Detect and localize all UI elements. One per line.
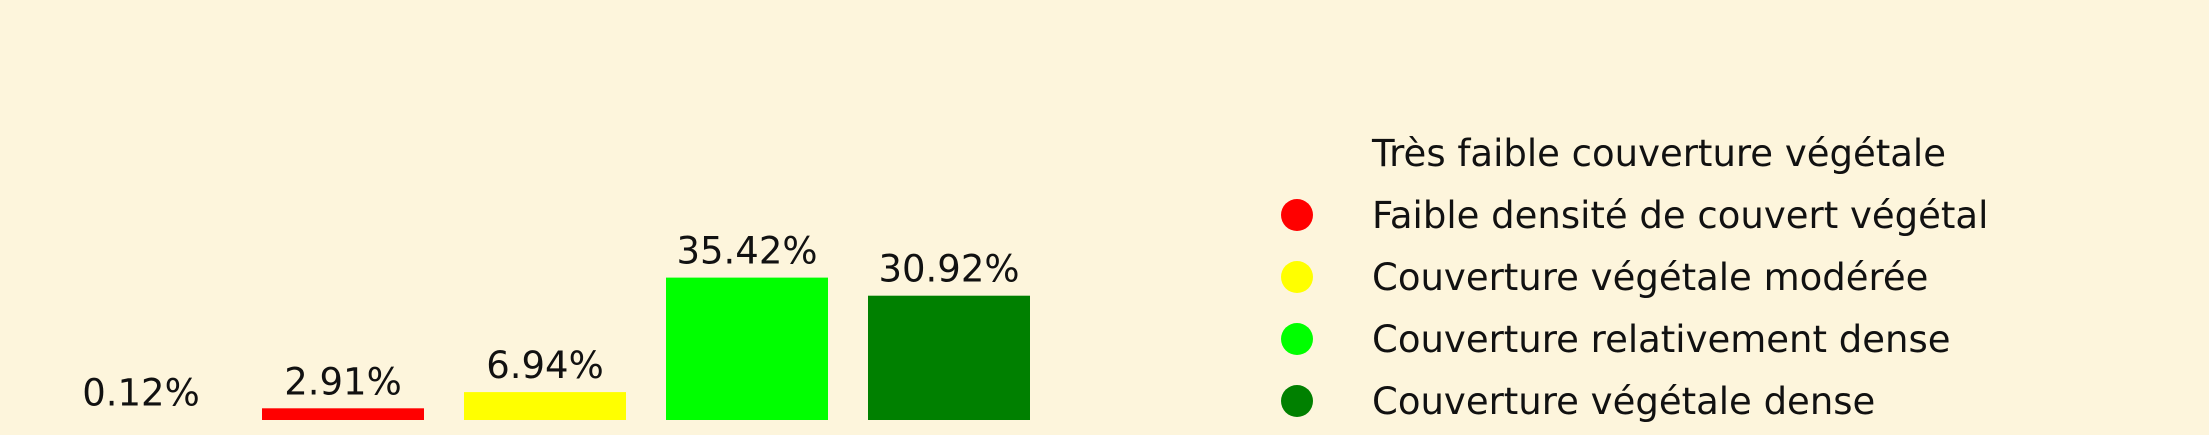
bar-5 <box>868 295 1030 420</box>
value-labels-group: 0.12% 2.91% 6.94% 35.42% 30.92% <box>82 230 1019 415</box>
bar-value-label-2: 2.91% <box>284 360 402 403</box>
bar-3 <box>464 392 626 420</box>
legend-marker-3 <box>1281 261 1313 293</box>
bars-group <box>60 277 1030 420</box>
legend-marker-2 <box>1281 199 1313 231</box>
legend-marker-4 <box>1281 323 1313 355</box>
legend-marker-5 <box>1281 385 1313 417</box>
legend-marker-1 <box>1281 137 1313 169</box>
legend-label-2: Faible densité de couvert végétal <box>1372 194 1988 237</box>
legend-label-1: Très faible couverture végétale <box>1371 132 1946 175</box>
legend: Très faible couverture végétale Faible de… <box>1281 132 1988 423</box>
bar-value-label-1: 0.12% <box>82 372 200 415</box>
legend-label-3: Couverture végétale modérée <box>1372 256 1928 299</box>
bar-value-label-3: 6.94% <box>486 344 604 387</box>
legend-label-5: Couverture végétale dense <box>1372 380 1875 423</box>
bar-4 <box>666 277 828 420</box>
bar-value-label-5: 30.92% <box>878 248 1019 291</box>
legend-label-4: Couverture relativement dense <box>1372 318 1951 361</box>
bar-2 <box>262 408 424 420</box>
bar-value-label-4: 35.42% <box>676 230 817 273</box>
